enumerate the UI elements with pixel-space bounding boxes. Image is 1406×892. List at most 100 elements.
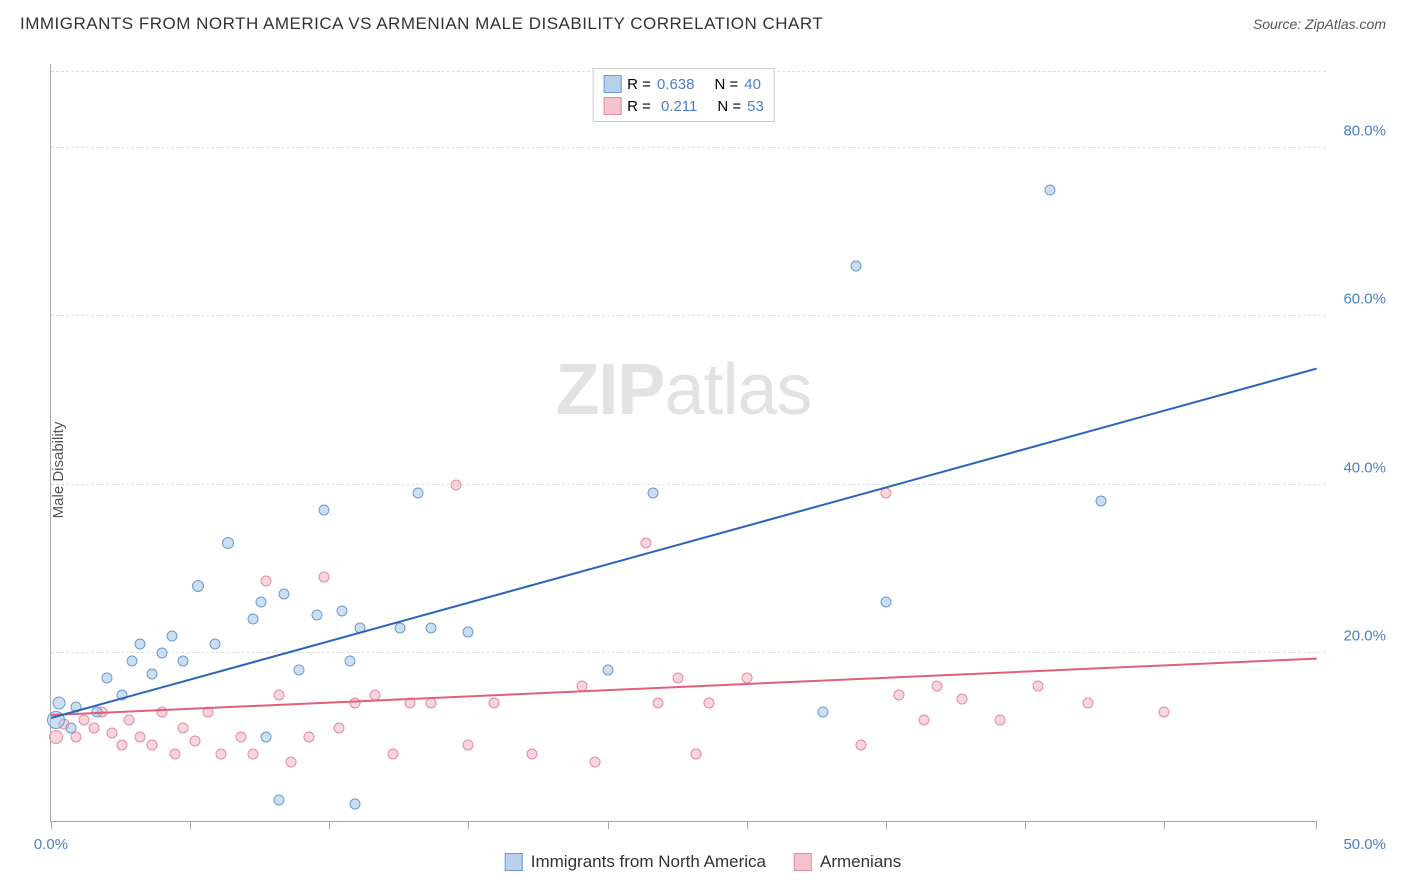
scatter-point [66, 723, 77, 734]
r-value-pink: 0.211 [657, 98, 697, 115]
scatter-point [134, 639, 145, 650]
gridline [51, 652, 1326, 653]
scatter-point [319, 572, 330, 583]
scatter-point [463, 740, 474, 751]
scatter-point [319, 504, 330, 515]
x-tick [1025, 821, 1026, 829]
scatter-point [304, 731, 315, 742]
chart-title: IMMIGRANTS FROM NORTH AMERICA VS ARMENIA… [20, 14, 823, 34]
scatter-point [893, 689, 904, 700]
r-prefix: R = [627, 98, 651, 115]
legend-label-blue: Immigrants from North America [531, 852, 766, 872]
scatter-point [101, 673, 112, 684]
scatter-point [1032, 681, 1043, 692]
scatter-point [273, 794, 284, 805]
legend-label-pink: Armenians [820, 852, 901, 872]
n-value-blue: 40 [744, 76, 761, 93]
scatter-point [210, 639, 221, 650]
scatter-point [255, 597, 266, 608]
scatter-point [147, 668, 158, 679]
scatter-point [450, 479, 461, 490]
legend-item-pink: Armenians [794, 852, 901, 872]
legend-item-blue: Immigrants from North America [505, 852, 766, 872]
scatter-point [703, 698, 714, 709]
n-prefix: N = [717, 98, 741, 115]
y-tick-label: 40.0% [1326, 459, 1386, 476]
scatter-point [349, 799, 360, 810]
scatter-point [994, 715, 1005, 726]
scatter-point [222, 537, 234, 549]
scatter-point [817, 706, 828, 717]
scatter-point [648, 487, 659, 498]
scatter-point [640, 538, 651, 549]
scatter-point [412, 487, 423, 498]
swatch-blue-bottom [505, 853, 523, 871]
scatter-point [850, 260, 861, 271]
x-tick [1316, 821, 1317, 829]
gridline [51, 484, 1326, 485]
scatter-point [526, 748, 537, 759]
scatter-point [157, 647, 168, 658]
watermark-bold: ZIP [555, 350, 664, 430]
scatter-point [78, 715, 89, 726]
scatter-point [215, 748, 226, 759]
scatter-point [673, 673, 684, 684]
scatter-point [286, 757, 297, 768]
scatter-point [273, 689, 284, 700]
scatter-point [157, 706, 168, 717]
x-tick [190, 821, 191, 829]
n-value-pink: 53 [747, 98, 764, 115]
x-tick [51, 821, 52, 829]
x-tick [608, 821, 609, 829]
scatter-point [387, 748, 398, 759]
scatter-point [336, 605, 347, 616]
scatter-point [147, 740, 158, 751]
scatter-point [602, 664, 613, 675]
n-prefix: N = [714, 76, 738, 93]
scatter-point [278, 588, 289, 599]
x-axis-max-label: 50.0% [1326, 836, 1386, 853]
x-tick [468, 821, 469, 829]
scatter-point [311, 609, 322, 620]
scatter-point [653, 698, 664, 709]
scatter-point [52, 697, 65, 710]
scatter-point [167, 630, 178, 641]
chart-source: Source: ZipAtlas.com [1253, 16, 1386, 32]
chart-header: IMMIGRANTS FROM NORTH AMERICA VS ARMENIA… [0, 0, 1406, 48]
scatter-point [192, 580, 204, 592]
legend-row-blue: R = 0.638 N = 40 [603, 73, 764, 95]
r-value-blue: 0.638 [657, 76, 695, 93]
scatter-point [177, 723, 188, 734]
scatter-point [116, 740, 127, 751]
gridline [51, 147, 1326, 148]
plot-area: ZIPatlas R = 0.638 N = 40 R = 0.211 N = … [50, 64, 1316, 822]
y-tick-label: 80.0% [1326, 123, 1386, 140]
scatter-point [89, 723, 100, 734]
scatter-point [49, 730, 63, 744]
scatter-point [235, 731, 246, 742]
scatter-point [855, 740, 866, 751]
watermark-text: ZIPatlas [555, 349, 811, 431]
scatter-point [425, 622, 436, 633]
scatter-point [691, 748, 702, 759]
legend-correlation: R = 0.638 N = 40 R = 0.211 N = 53 [592, 68, 775, 122]
source-prefix: Source: [1253, 16, 1305, 32]
swatch-pink-bottom [794, 853, 812, 871]
scatter-point [106, 727, 117, 738]
legend-series: Immigrants from North America Armenians [505, 852, 902, 872]
r-prefix: R = [627, 76, 651, 93]
x-tick [886, 821, 887, 829]
scatter-point [248, 748, 259, 759]
scatter-point [261, 731, 272, 742]
scatter-point [880, 597, 891, 608]
scatter-point [190, 736, 201, 747]
legend-row-pink: R = 0.211 N = 53 [603, 95, 764, 117]
scatter-point [1095, 496, 1106, 507]
scatter-point [177, 656, 188, 667]
scatter-point [248, 614, 259, 625]
y-tick-label: 60.0% [1326, 291, 1386, 308]
scatter-point [334, 723, 345, 734]
scatter-point [918, 715, 929, 726]
scatter-point [1045, 185, 1056, 196]
scatter-point [293, 664, 304, 675]
